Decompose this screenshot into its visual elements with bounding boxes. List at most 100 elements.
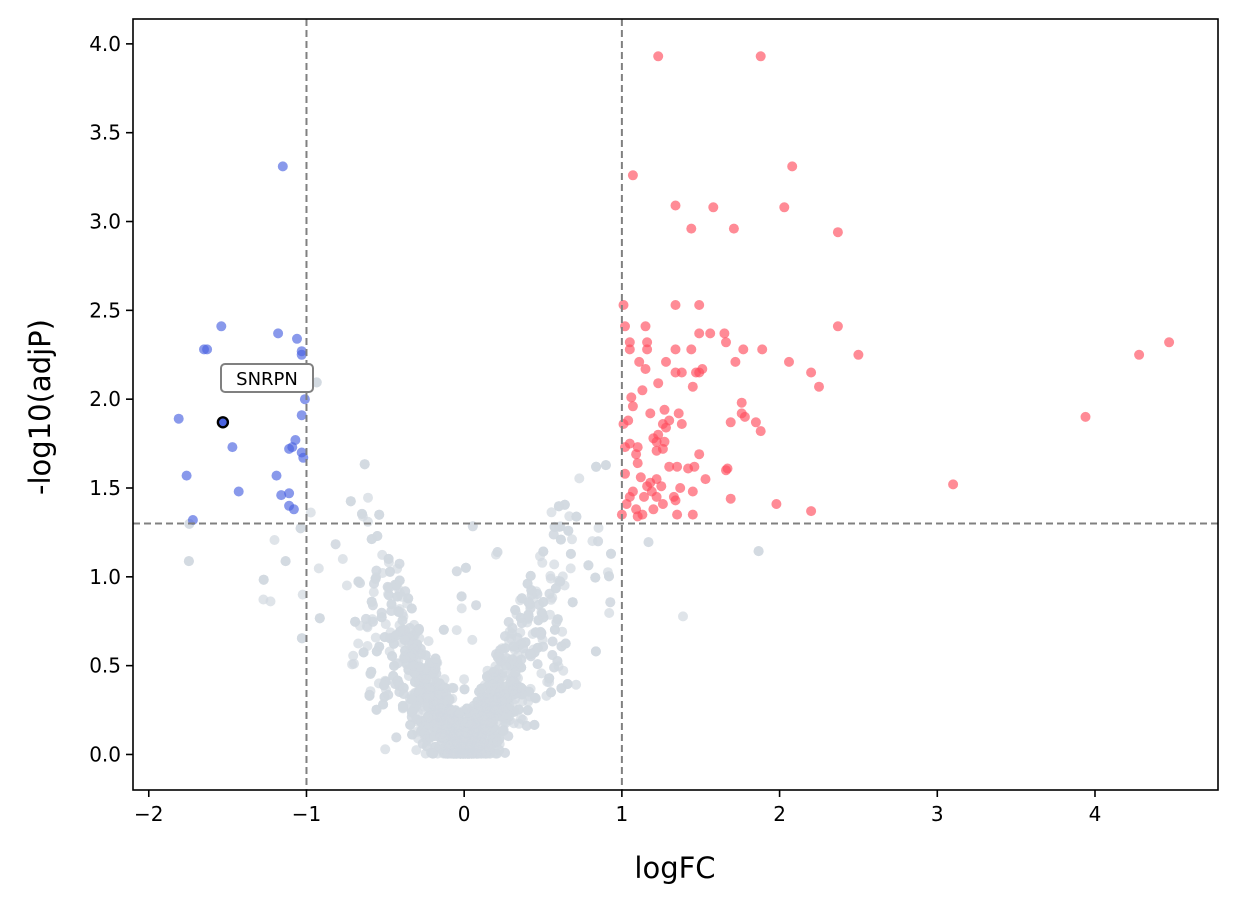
ns-point [379,680,389,691]
down-point [277,161,288,172]
up-point [648,504,659,515]
not-significant-points [183,377,764,759]
ns-point [457,748,468,759]
ns-point [368,616,378,627]
ns-point [406,603,417,614]
ns-point [296,633,307,644]
up-point [694,300,705,310]
up-point [686,344,697,355]
up-point [618,300,629,310]
up-point [653,51,664,62]
ns-point [533,615,544,626]
up-point [755,51,766,62]
ns-point [379,691,390,702]
ns-point [417,738,428,749]
y-axis: 0.0 0.5 1.0 1.5 2.0 2.5 3.0 3.5 4.0 [89,32,133,766]
ns-point [393,607,404,617]
ns-point [493,675,504,686]
up-point [670,200,681,211]
ns-point [366,596,377,607]
x-axis: −2 −1 0 1 2 3 4 [134,790,1101,826]
up-point [676,367,687,378]
ns-point [500,643,511,654]
down-point [284,488,295,499]
ns-point [520,637,531,648]
up-point [632,511,643,522]
ns-point [370,573,381,584]
ns-point [399,634,410,645]
up-point [634,356,645,367]
down-point [292,333,302,344]
up-point [721,337,731,348]
ns-point [386,599,397,610]
down-point [216,321,227,332]
ns-point [370,632,381,643]
ns-point [394,558,405,569]
down-point [284,443,295,454]
up-point [618,419,629,429]
up-point [627,170,638,181]
ns-point [412,626,423,636]
up-point [719,328,730,339]
ns-point [424,683,435,694]
ns-point [410,677,420,687]
up-point [635,472,646,483]
ns-point [421,674,432,684]
ns-point [604,608,615,618]
ns-point [451,625,462,636]
ns-point [403,593,414,604]
ns-point [600,460,611,471]
ns-point [512,632,523,643]
up-point [631,449,642,460]
down-point [233,486,244,497]
ns-point [515,612,526,623]
ns-point [363,492,373,503]
up-point [806,506,817,517]
up-point [787,161,798,172]
ns-point [407,729,418,740]
up-point [675,483,686,493]
annotation-box [220,363,314,393]
up-point [806,367,817,378]
ns-point [337,554,348,564]
ns-point [459,684,470,695]
ns-point [591,461,602,472]
ns-point [269,535,280,545]
ns-point [513,704,524,715]
ns-point [392,591,403,602]
up-point [694,449,705,460]
down-point [173,413,184,424]
y-tick-label: 2.5 [89,298,121,322]
ns-point [460,562,471,573]
up-point [670,495,681,506]
ns-point [508,641,519,652]
up-point [640,364,651,374]
ns-point [357,508,367,519]
up-point [853,349,864,360]
ns-point [387,651,398,662]
ns-point [362,516,373,527]
up-point [653,378,664,389]
up-point [1134,349,1145,360]
ns-point [529,719,540,730]
ns-point [560,638,571,649]
ns-point [397,700,408,711]
y-tick-label: 3.0 [89,210,121,234]
ns-point [508,680,519,691]
ns-point [480,748,491,759]
ns-point [753,546,764,557]
ns-point [389,660,400,671]
ns-point [488,667,499,677]
ns-point [564,511,575,522]
ns-point [398,682,409,693]
ns-point [461,703,472,714]
ns-point [438,624,449,635]
ns-point [467,728,478,739]
ns-point [397,615,408,626]
ns-point [493,652,503,663]
ns-point [392,675,403,686]
up-point [656,481,667,492]
ns-point [376,612,387,623]
up-point [642,344,653,355]
